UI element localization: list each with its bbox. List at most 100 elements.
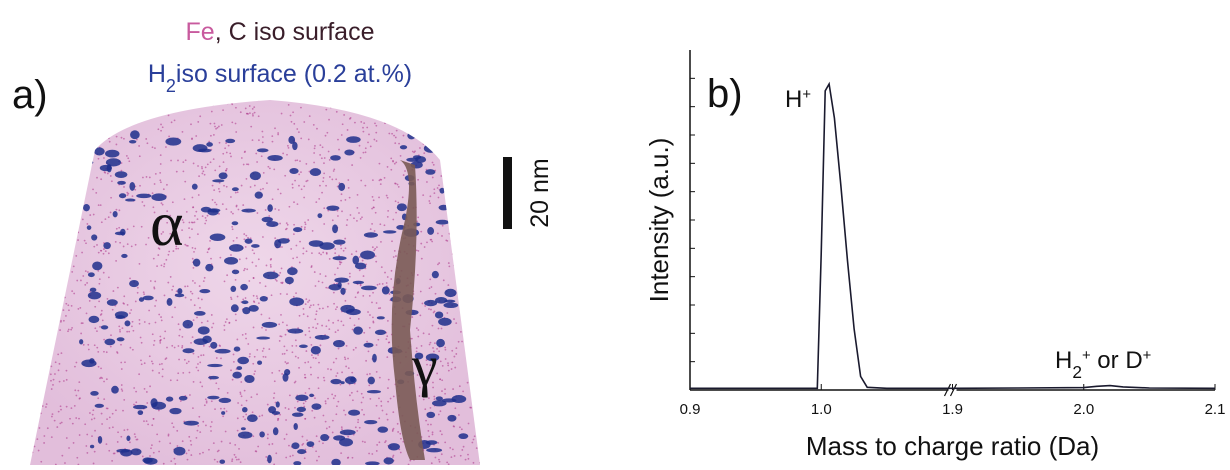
atom [286,223,289,226]
atom [431,324,434,327]
atom [214,169,217,172]
atom [229,442,232,445]
atom [426,363,428,366]
atom [184,180,187,183]
atom [231,225,234,228]
h-iso [236,366,243,371]
atom [289,114,292,117]
atom [185,362,188,365]
atom [459,189,461,192]
atom [450,209,453,211]
atom [218,181,221,184]
atom [215,382,218,385]
atom [150,109,153,112]
atom [69,177,72,180]
atom [126,428,129,431]
atom [440,130,443,133]
atom [128,441,131,444]
atom [206,320,209,323]
atom [213,122,216,125]
atom [307,219,310,221]
atom [115,143,118,146]
x-tick-label: 1.9 [942,401,963,418]
atom [432,350,435,353]
atom [324,134,327,137]
atom [332,397,335,400]
atom [277,417,280,420]
atom [300,106,302,109]
atom [77,195,80,198]
atom [348,275,351,278]
atom [175,245,178,248]
h-iso [129,140,137,144]
atom [32,175,35,178]
atom [60,168,62,170]
atom [322,414,325,417]
atom [371,222,373,225]
h-iso [89,444,95,449]
atom [206,214,209,217]
atom [209,240,211,242]
atom [298,314,301,317]
atom [85,106,88,108]
atom [40,264,43,267]
atom [443,171,446,174]
atom [161,126,164,129]
atom [322,251,325,254]
atom [217,187,220,190]
atom [351,371,354,374]
atom [253,106,256,109]
atom [128,100,131,102]
atom [214,408,216,411]
atom [369,228,372,231]
h-iso [406,157,419,162]
h-iso [100,325,109,330]
atom [384,122,386,125]
atom [143,293,146,295]
atom [304,226,306,229]
atom [364,147,367,150]
atom [220,357,222,360]
atom [440,175,443,177]
atom [433,188,436,191]
atom [425,359,428,362]
atom [437,413,440,416]
h-iso [206,142,213,147]
atom [89,214,92,216]
atom [351,328,354,331]
atom [107,252,110,255]
atom [336,405,338,408]
atom [328,328,331,331]
h-iso [311,403,322,410]
h-iso [363,232,379,238]
atom [220,124,223,126]
atom [364,441,366,444]
h-iso [284,276,294,285]
atom [186,244,189,247]
atom [472,461,475,464]
atom [107,276,110,279]
atom [433,398,436,401]
atom [315,327,318,330]
atom [429,341,432,344]
h-iso [114,231,126,236]
atom [438,129,440,132]
atom [301,435,304,438]
atom [416,359,419,362]
atom [305,163,308,165]
atom [188,227,190,229]
atom [243,269,245,272]
atom [92,188,94,191]
atom [381,283,384,285]
h-iso [267,454,272,464]
atom [46,253,49,256]
atom [120,100,123,101]
atom [251,249,254,251]
atom [149,280,152,282]
atom [182,221,185,224]
atom [55,195,58,198]
atom [172,285,175,288]
h-iso [182,348,195,354]
atom [325,251,328,254]
atom [46,259,49,261]
